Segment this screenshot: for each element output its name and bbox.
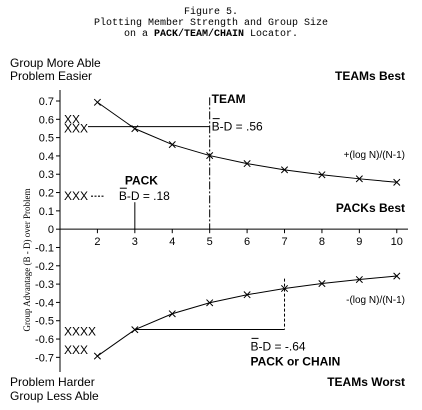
title-prefix: on a <box>124 29 154 40</box>
y-tick-label: 0.5 <box>39 133 54 145</box>
chart-title-line-2: Plotting Member Strength and Group Size <box>94 17 328 29</box>
series-label-negative: -(log N)/(N-1) <box>346 295 405 306</box>
y-tick-label: -0.5 <box>35 316 54 328</box>
title-suffix: Locator. <box>244 29 298 40</box>
data-point <box>280 284 289 293</box>
data-point <box>355 175 363 183</box>
y-tick-label: -0.4 <box>35 297 54 309</box>
mark-text: XXXX <box>64 325 96 339</box>
chain-annotation-value: B-D = -.64 <box>251 339 306 353</box>
mark-text: XX <box>64 112 80 126</box>
x-tick-label: 9 <box>356 236 362 248</box>
x-tick-label: 3 <box>132 236 138 248</box>
x-tick-label: 10 <box>391 236 403 248</box>
series-line-0 <box>97 101 397 183</box>
y-tick-label: -0.7 <box>35 352 54 364</box>
team-annotation-title: TEAM <box>212 92 246 106</box>
x-tick-label: 8 <box>319 236 325 248</box>
corner-label-top-right: TEAMs Best <box>335 69 405 83</box>
series-label-positive: +(log N)/(N-1) <box>344 150 405 161</box>
mark-text: XXX <box>64 189 88 203</box>
chart-title-line-3: on a PACK/TEAM/CHAIN Locator. <box>124 28 298 40</box>
x-tick-label: 4 <box>169 236 175 248</box>
data-point <box>206 299 214 307</box>
x-ticks: 2 3 4 5 6 7 8 9 10 <box>94 229 403 248</box>
y-tick-label: 0.3 <box>39 169 54 181</box>
y-tick-label: -0.2 <box>35 261 54 273</box>
title-bold: PACK/TEAM/CHAIN <box>154 28 244 40</box>
y-tick-label: 0.7 <box>39 96 54 108</box>
pack-annotation-value: B-D = .18 <box>119 189 170 203</box>
y-tick-label: -0.6 <box>35 334 54 346</box>
x-tick-label: 2 <box>94 236 100 248</box>
data-point <box>355 275 363 284</box>
chart-title-line-1: Figure 5. <box>184 6 238 18</box>
y-tick-label: -0.3 <box>35 279 54 291</box>
series-line-1 <box>97 275 397 357</box>
data-point <box>93 98 101 106</box>
pack-annotation-title: PACK <box>125 174 158 188</box>
y-tick-label: 0.6 <box>39 114 54 126</box>
corner-label-bottom-right: TEAMs Worst <box>327 375 405 389</box>
data-point <box>393 272 401 280</box>
x-tick-label: 7 <box>281 236 287 248</box>
y-tick-label: 0.1 <box>39 206 54 218</box>
corner-label-top-left-1: Group More Able <box>10 56 101 70</box>
y-tick-label: 0.4 <box>39 151 54 163</box>
y-tick-label: 0.2 <box>39 188 54 200</box>
x-tick-label: 5 <box>207 236 213 248</box>
y-tick-label: -0.1 <box>35 242 54 254</box>
corner-label-bottom-left-2: Group Less Able <box>10 389 99 403</box>
series-points <box>93 98 401 360</box>
y-tick-label: 0 <box>48 224 54 236</box>
data-point <box>93 352 101 360</box>
data-point <box>393 178 401 186</box>
corner-label-mid-right: PACKs Best <box>336 201 405 215</box>
mark-text: XXX <box>64 121 88 135</box>
data-point <box>318 280 326 288</box>
team-annotation-value: B-D = .56 <box>212 120 263 134</box>
x-tick-label: 6 <box>244 236 250 248</box>
data-point <box>168 141 176 149</box>
data-point <box>243 291 251 299</box>
mark-text: XXX <box>64 343 88 357</box>
corner-label-top-left-2: Problem Easier <box>10 69 92 83</box>
corner-label-bottom-left-1: Problem Harder <box>10 375 95 389</box>
data-point <box>243 160 251 168</box>
y-axis-label: Group Advantage (B - D) over Problem <box>22 189 32 332</box>
data-point <box>168 310 176 318</box>
data-point <box>280 166 289 174</box>
y-ticks: 0.7 0.6 0.5 0.4 0.3 0.2 0.1 0 -0.1 -0.2 -0.3 -0.4 -0… <box>35 96 60 364</box>
chain-annotation-title: PACK or CHAIN <box>251 354 341 368</box>
data-point <box>318 171 326 179</box>
